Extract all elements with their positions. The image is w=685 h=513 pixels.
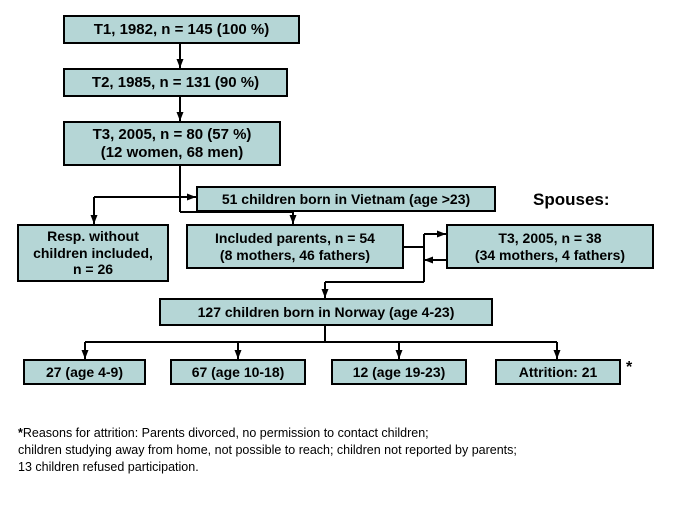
node-t3: T3, 2005, n = 80 (57 %) (12 women, 68 me… (63, 121, 281, 166)
node-age3: 12 (age 19-23) (331, 359, 467, 385)
node-norway: 127 children born in Norway (age 4-23) (159, 298, 493, 326)
node-age1: 27 (age 4-9) (23, 359, 146, 385)
node-t1: T1, 1982, n = 145 (100 %) (63, 15, 300, 44)
flowchart-canvas: T1, 1982, n = 145 (100 %) T2, 1985, n = 1… (0, 0, 685, 513)
node-age2: 67 (age 10-18) (170, 359, 306, 385)
footnote: *Reasons for attrition: Parents divorced… (18, 425, 517, 476)
node-nochild: Resp. without children included, n = 26 (17, 224, 169, 282)
node-incl: Included parents, n = 54 (8 mothers, 46 … (186, 224, 404, 269)
footnote-line-1: children studying away from home, not po… (18, 443, 517, 457)
label-spouses_title: Spouses: (533, 190, 610, 210)
footnote-line-0: Reasons for attrition: Parents divorced,… (23, 426, 429, 440)
node-t2: T2, 1985, n = 131 (90 %) (63, 68, 288, 97)
node-viet: 51 children born in Vietnam (age >23) (196, 186, 496, 212)
footnote-line-2: 13 children refused participation. (18, 460, 199, 474)
node-attr: Attrition: 21 (495, 359, 621, 385)
label-attr_star: * (626, 359, 632, 377)
node-spouses: T3, 2005, n = 38 (34 mothers, 4 fathers) (446, 224, 654, 269)
